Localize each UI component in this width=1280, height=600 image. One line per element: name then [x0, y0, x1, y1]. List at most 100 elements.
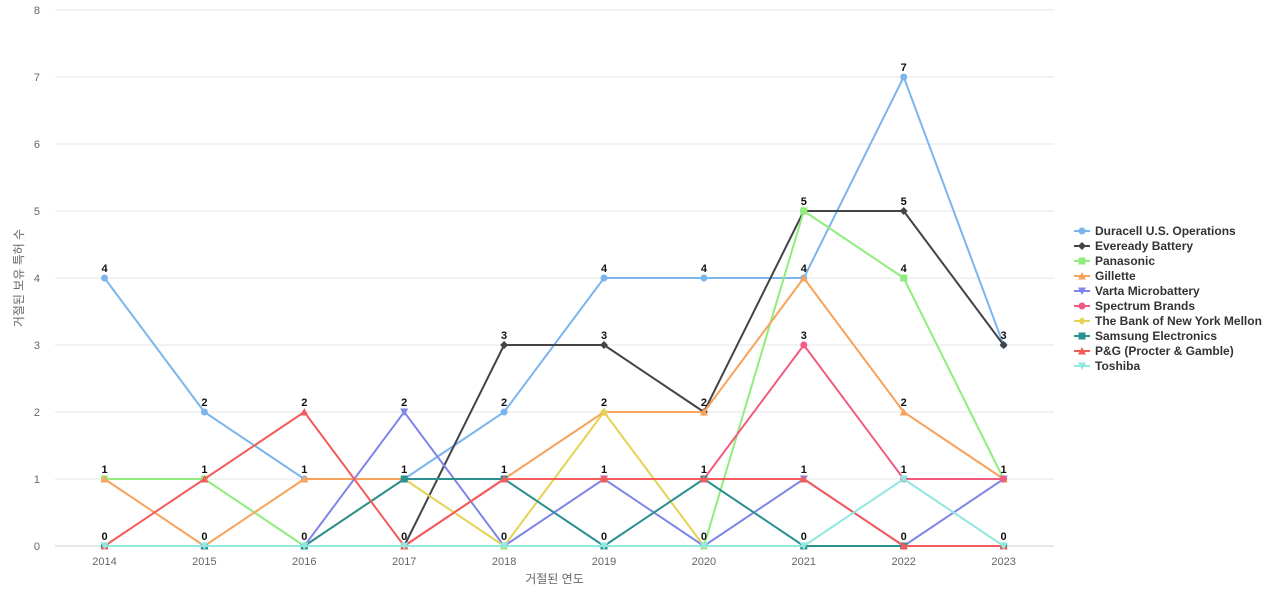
legend-item-spectrum-brands[interactable]: Spectrum Brands	[1074, 299, 1195, 313]
data-label: 3	[601, 330, 607, 342]
legend-item-p-g-procter-gamble[interactable]: P&G (Procter & Gamble)	[1074, 344, 1234, 358]
data-point	[600, 274, 608, 282]
legend-item-eveready-battery[interactable]: Eveready Battery	[1074, 239, 1193, 253]
data-label: 0	[701, 531, 707, 543]
x-tick-label: 2020	[692, 556, 716, 568]
legend-label: Gillette	[1095, 269, 1136, 283]
legend-marker	[1078, 302, 1086, 310]
legend-item-samsung-electronics[interactable]: Samsung Electronics	[1074, 329, 1217, 343]
data-label: 2	[201, 397, 207, 409]
data-label: 0	[601, 531, 607, 543]
legend-item-duracell-u-s-operations[interactable]: Duracell U.S. Operations	[1074, 224, 1236, 238]
data-point	[400, 408, 409, 416]
data-label: 5	[901, 196, 907, 208]
data-label: 4	[801, 263, 808, 275]
legend-item-the-bank-of-new-york-mellon[interactable]: The Bank of New York Mellon	[1074, 314, 1262, 328]
data-point	[900, 73, 908, 81]
series-line	[104, 478, 1004, 547]
y-tick-label: 3	[34, 340, 40, 352]
legend-label: Spectrum Brands	[1095, 299, 1195, 313]
data-label: 2	[301, 397, 307, 409]
legend-label: Toshiba	[1095, 359, 1140, 373]
data-label: 0	[301, 531, 307, 543]
y-tick-label: 8	[34, 5, 40, 17]
x-tick-label: 2016	[292, 556, 316, 568]
legend-marker	[1078, 272, 1086, 280]
data-label: 1	[401, 464, 407, 476]
data-label: 3	[1001, 330, 1007, 342]
data-label: 1	[201, 464, 207, 476]
y-tick-label: 7	[34, 72, 40, 84]
x-tick-label: 2014	[92, 556, 116, 568]
legend-item-varta-microbattery[interactable]: Varta Microbattery	[1074, 284, 1200, 298]
data-point	[600, 341, 608, 349]
y-tick-label: 1	[34, 474, 40, 486]
data-label: 0	[101, 531, 107, 543]
data-point	[699, 475, 708, 483]
data-label: 0	[901, 531, 907, 543]
data-point	[700, 274, 708, 282]
series-samsung-electronics	[101, 475, 1008, 550]
data-point	[400, 542, 409, 550]
legend-marker	[1078, 287, 1086, 295]
legend-item-toshiba[interactable]: Toshiba	[1074, 359, 1140, 373]
data-label: 0	[401, 531, 407, 543]
legend-label: Duracell U.S. Operations	[1095, 224, 1236, 238]
y-tick-label: 6	[34, 139, 40, 151]
y-tick-label: 4	[34, 273, 40, 285]
data-point	[300, 408, 309, 416]
data-label: 2	[601, 397, 607, 409]
data-point	[300, 542, 309, 550]
data-point	[899, 542, 908, 550]
data-label: 0	[201, 531, 207, 543]
data-point	[400, 475, 408, 483]
data-label: 1	[601, 464, 607, 476]
data-label: 4	[901, 263, 908, 275]
data-label: 1	[901, 464, 907, 476]
x-tick-label: 2017	[392, 556, 416, 568]
y-tick-label: 5	[34, 206, 40, 218]
data-point	[600, 542, 608, 550]
legend-item-panasonic[interactable]: Panasonic	[1074, 254, 1155, 268]
data-label: 5	[801, 196, 807, 208]
data-label: 2	[901, 397, 907, 409]
y-axis-title: 거절된 보유 특허 수	[12, 229, 26, 327]
series-panasonic	[101, 207, 1008, 550]
data-point	[900, 274, 908, 282]
data-point	[699, 542, 708, 550]
legend-marker	[1078, 242, 1086, 250]
data-point	[500, 475, 509, 483]
data-label: 1	[101, 464, 107, 476]
data-point	[100, 542, 109, 550]
x-tick-label: 2018	[492, 556, 516, 568]
data-label: 1	[301, 464, 307, 476]
data-label: 3	[501, 330, 507, 342]
series-layer	[100, 73, 1008, 550]
legend-marker	[1078, 257, 1086, 265]
data-label: 1	[801, 464, 807, 476]
data-label: 0	[801, 531, 807, 543]
data-label: 7	[901, 62, 907, 74]
data-point	[899, 408, 908, 416]
legend-item-gillette[interactable]: Gillette	[1074, 269, 1136, 283]
legend-label: Panasonic	[1095, 254, 1155, 268]
data-point	[799, 542, 808, 550]
data-point	[800, 341, 808, 349]
data-label: 1	[501, 464, 507, 476]
data-point	[899, 207, 908, 215]
y-tick-label: 0	[34, 541, 40, 553]
data-point	[200, 542, 209, 550]
legend-marker	[1078, 347, 1086, 355]
data-point	[200, 475, 209, 483]
data-label: 2	[401, 397, 407, 409]
data-point	[999, 341, 1008, 349]
data-point	[799, 475, 808, 483]
legend-label: Varta Microbattery	[1095, 284, 1200, 298]
series-line	[104, 210, 1005, 547]
legend-label: Eveready Battery	[1095, 239, 1193, 253]
data-label-layer: 4 1 0 2 1 0 2 1 0 2 1 0 3 2 1 0 4 3 2 1 0 4 2 1 0 5 4 3 1 0 7 5 4 2 1 0 3 1 0	[101, 62, 1006, 543]
data-point	[699, 408, 708, 416]
